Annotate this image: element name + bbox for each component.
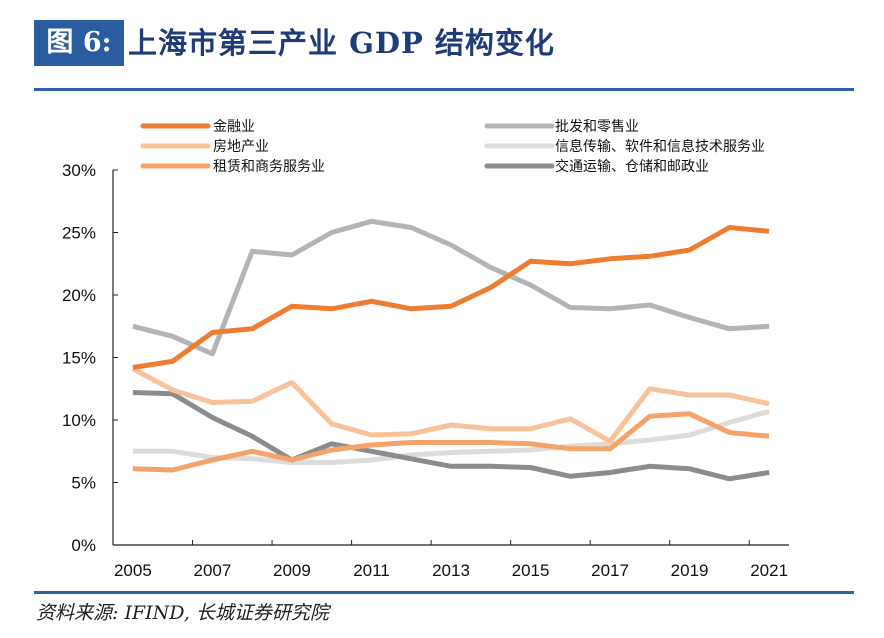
- legend-label: 租赁和商务服务业: [213, 159, 325, 175]
- x-tick-label: 2015: [512, 561, 550, 580]
- legend-label: 批发和零售业: [555, 119, 639, 135]
- series-line-1: [132, 218, 770, 357]
- x-tick-label: 2019: [671, 561, 709, 580]
- series-line-2: [131, 366, 770, 444]
- y-tick-label: 5%: [71, 474, 96, 493]
- top-divider: [34, 88, 854, 91]
- y-tick-label: 20%: [62, 286, 96, 305]
- bottom-divider: [34, 591, 854, 594]
- series-line-4: [132, 411, 770, 473]
- y-tick-label: 10%: [62, 411, 96, 430]
- y-tick-label: 15%: [62, 349, 96, 368]
- legend-label: 房地产业: [213, 139, 269, 155]
- x-tick-label: 2013: [432, 561, 470, 580]
- figure-number-badge: 图 6:: [34, 20, 124, 66]
- x-tick-label: 2005: [114, 561, 152, 580]
- legend-label: 交通运输、仓储和邮政业: [555, 158, 709, 175]
- y-tick-label: 25%: [62, 224, 96, 243]
- x-tick-label: 2017: [591, 561, 629, 580]
- y-tick-label: 30%: [62, 161, 96, 180]
- source-note: 资料来源: IFIND, 长城证券研究院: [36, 602, 329, 624]
- x-tick-label: 2007: [193, 561, 231, 580]
- series-lines: [131, 218, 770, 482]
- x-tick-label: 2011: [353, 561, 390, 580]
- x-tick-label: 2009: [273, 561, 311, 580]
- series-line-0: [132, 225, 770, 370]
- x-tick-label: 2021: [750, 561, 788, 580]
- y-tick-label: 0%: [71, 536, 96, 555]
- figure-title: 上海市第三产业 GDP 结构变化: [128, 26, 555, 60]
- legend-label: 金融业: [213, 119, 255, 135]
- axes: 0% 5% 10% 15% 20% 25% 30% 2005 2007 2009 2011 2013 2…: [62, 161, 789, 580]
- legend-label: 信息传输、软件和信息技术服务业: [555, 138, 765, 155]
